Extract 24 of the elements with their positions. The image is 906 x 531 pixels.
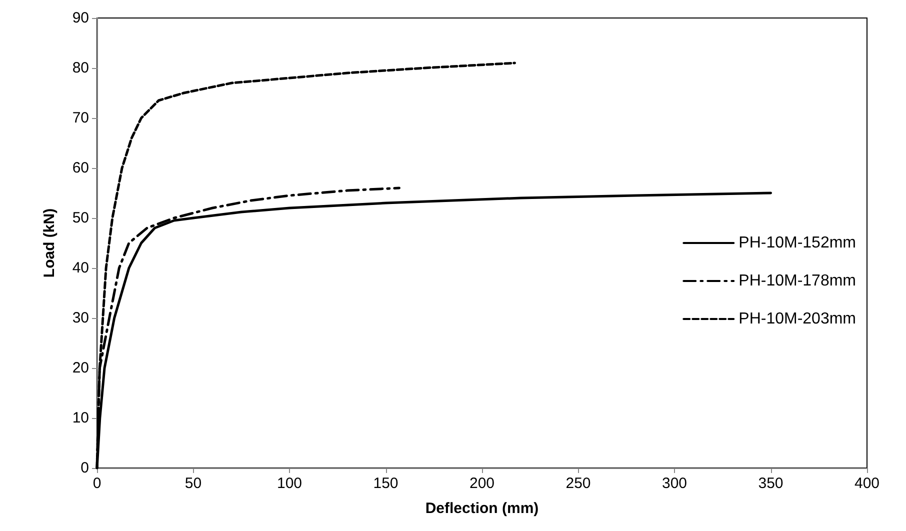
y-tick-label: 90 <box>72 10 89 26</box>
x-tick-label: 50 <box>184 475 202 492</box>
y-tick-label: 60 <box>72 160 89 176</box>
legend-label: PH-10M-203mm <box>738 310 856 328</box>
x-tick-label: 100 <box>276 475 302 492</box>
y-axis-title: Load (kN) <box>41 208 58 278</box>
y-tick-label: 80 <box>72 60 89 76</box>
y-tick-label: 30 <box>72 310 89 326</box>
x-tick-label: 0 <box>92 475 102 492</box>
x-tick-label: 150 <box>373 475 398 492</box>
legend-label: PH-10M-152mm <box>738 234 856 252</box>
x-tick-label: 300 <box>662 475 688 492</box>
x-tick-label: 350 <box>758 475 784 492</box>
y-tick-label: 0 <box>80 460 89 476</box>
x-tick-label: 250 <box>566 475 591 492</box>
x-axis-title: Deflection (mm) <box>425 500 539 517</box>
y-tick-label: 20 <box>72 360 89 376</box>
y-tick-label: 50 <box>72 210 89 226</box>
legend-label: PH-10M-178mm <box>738 272 856 290</box>
y-tick-label: 40 <box>72 260 89 276</box>
y-tick-label: 70 <box>72 110 89 126</box>
x-tick-label: 400 <box>854 475 880 492</box>
y-tick-label: 10 <box>72 410 89 426</box>
x-tick-label: 200 <box>469 475 495 492</box>
